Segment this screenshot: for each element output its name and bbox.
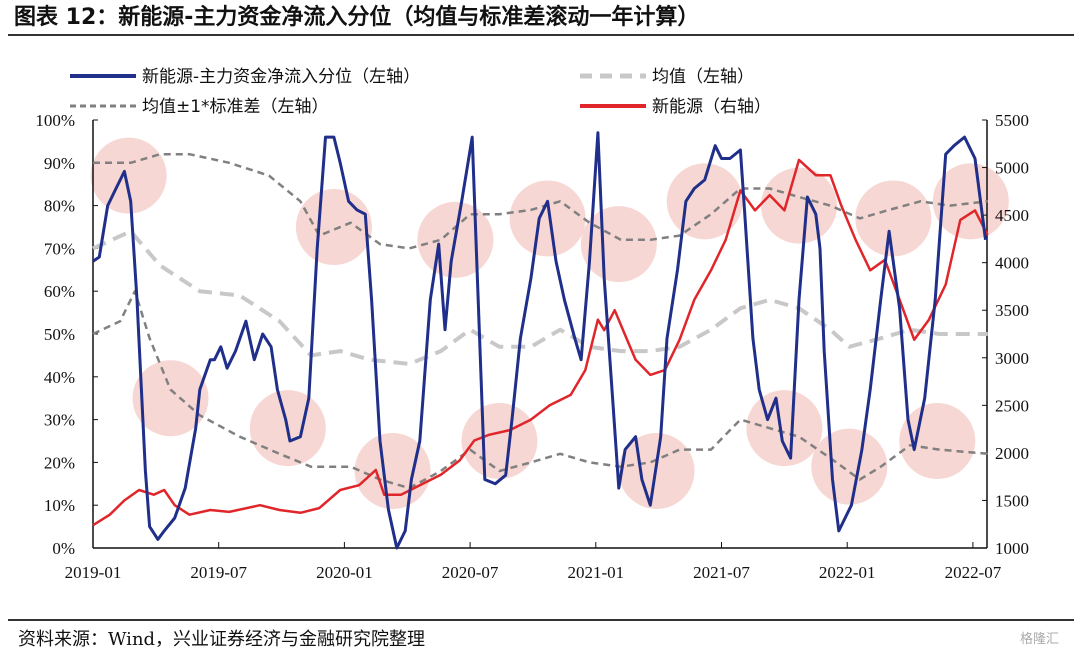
left-tick-label: 40%	[44, 368, 75, 387]
highlight-circle	[746, 390, 823, 467]
x-tick-label: 2022-01	[819, 563, 876, 582]
right-tick-label: 2500	[995, 396, 1029, 415]
right-tick-label: 4000	[995, 254, 1029, 273]
x-tick-label: 2019-07	[190, 563, 247, 582]
right-tick-label: 3000	[995, 349, 1029, 368]
x-tick-label: 2021-07	[693, 563, 750, 582]
source-note: 资料来源：Wind，兴业证券经济与金融研究院整理	[18, 629, 425, 650]
left-tick-label: 70%	[44, 239, 75, 258]
chart-title: 图表 12：新能源-主力资金净流入分位（均值与标准差滚动一年计算）	[14, 4, 699, 30]
highlight-circle	[461, 403, 538, 479]
left-tick-label: 0%	[52, 539, 75, 558]
highlight-circles	[90, 137, 1009, 509]
x-tick-label: 2022-07	[945, 563, 1002, 582]
left-tick-label: 10%	[44, 496, 75, 515]
left-tick-label: 20%	[44, 453, 75, 472]
series-line-1	[92, 229, 988, 366]
highlight-circle	[899, 403, 976, 479]
legend-label: 新能源（右轴）	[652, 97, 771, 117]
right-tick-label: 2000	[995, 444, 1029, 463]
highlight-circle	[90, 137, 167, 214]
legend-label: 均值±1*标准差（左轴）	[142, 97, 329, 117]
legend-label: 均值（左轴）	[652, 67, 754, 87]
highlight-circle	[666, 163, 743, 240]
left-tick-label: 100%	[35, 111, 75, 130]
right-tick-label: 5500	[995, 111, 1029, 130]
highlight-circle	[932, 163, 1009, 240]
series-line-3	[92, 289, 988, 490]
right-tick-label: 1500	[995, 491, 1029, 510]
left-tick-label: 80%	[44, 197, 75, 216]
legend: 新能源-主力资金净流入分位（左轴） 均值（左轴） 均值±1*标准差（左轴） 新能源（右…	[70, 67, 771, 117]
highlight-circle	[761, 167, 838, 244]
x-tick-label: 2021-01	[567, 563, 624, 582]
highlight-circle	[509, 180, 586, 257]
right-tick-label: 4500	[995, 206, 1029, 225]
highlight-circle	[855, 180, 932, 257]
series-line-0	[92, 131, 987, 550]
x-tick-label: 2019-01	[65, 563, 122, 582]
legend-label: 新能源-主力资金净流入分位（左轴）	[142, 67, 420, 87]
left-tick-label: 30%	[44, 411, 75, 430]
highlight-circle	[295, 189, 372, 265]
left-tick-label: 50%	[44, 325, 75, 344]
watermark: 格隆汇	[1020, 631, 1059, 647]
left-tick-label: 60%	[44, 282, 75, 301]
highlight-circle	[580, 206, 657, 283]
x-tick-label: 2020-07	[442, 563, 499, 582]
highlight-circle	[811, 428, 888, 505]
highlight-circle	[132, 360, 209, 437]
right-tick-label: 1000	[995, 539, 1029, 558]
left-tick-label: 90%	[44, 154, 75, 173]
right-tick-label: 5000	[995, 159, 1029, 178]
x-tick-label: 2020-01	[316, 563, 373, 582]
series-lines	[92, 131, 989, 550]
right-tick-label: 3500	[995, 301, 1029, 320]
series-line-4	[92, 158, 989, 527]
